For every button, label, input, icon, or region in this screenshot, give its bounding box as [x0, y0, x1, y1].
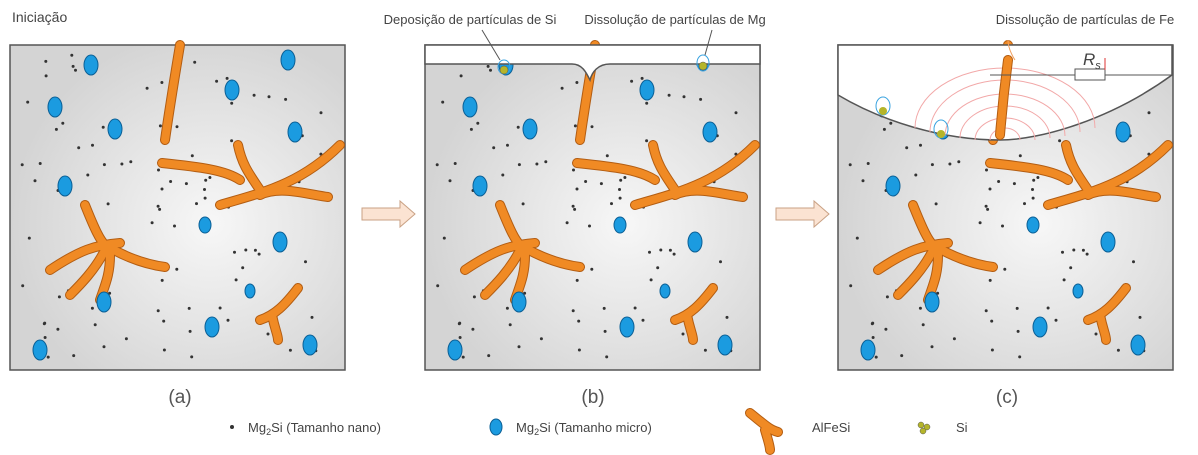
subscript: s: [1095, 60, 1101, 72]
panel-b: [425, 45, 760, 370]
legend-icon: [230, 425, 234, 429]
symbol: R: [1083, 50, 1095, 69]
initiation-label: Iniciação: [12, 9, 67, 25]
panel-caption: (a): [168, 387, 191, 408]
legend-icon: [490, 419, 502, 435]
legend-icon: [918, 422, 930, 434]
panel-a: [10, 45, 345, 370]
arrow: [362, 201, 415, 227]
panel-caption: (c): [996, 387, 1018, 408]
text: Si (Tamanho nano): [271, 420, 381, 435]
arrow: [776, 201, 829, 227]
annotation: Deposição de partículas de Si: [384, 12, 557, 27]
annotation: Dissolução de partículas de Mg: [584, 12, 765, 27]
legend-label: Mg2Si (Tamanho nano): [248, 420, 381, 437]
diagram: Rs Iniciação Deposição de partículas de …: [0, 0, 1198, 455]
panel-caption: (b): [581, 387, 604, 408]
legend-label: Mg2Si (Tamanho micro): [516, 420, 652, 437]
annotation: Dissolução de partículas de Fe: [996, 12, 1174, 27]
legend-label: AlFeSi: [812, 420, 850, 435]
text: Mg: [248, 420, 266, 435]
text: Mg: [516, 420, 534, 435]
text: Si (Tamanho micro): [539, 420, 652, 435]
legend-label: Si: [956, 420, 968, 435]
